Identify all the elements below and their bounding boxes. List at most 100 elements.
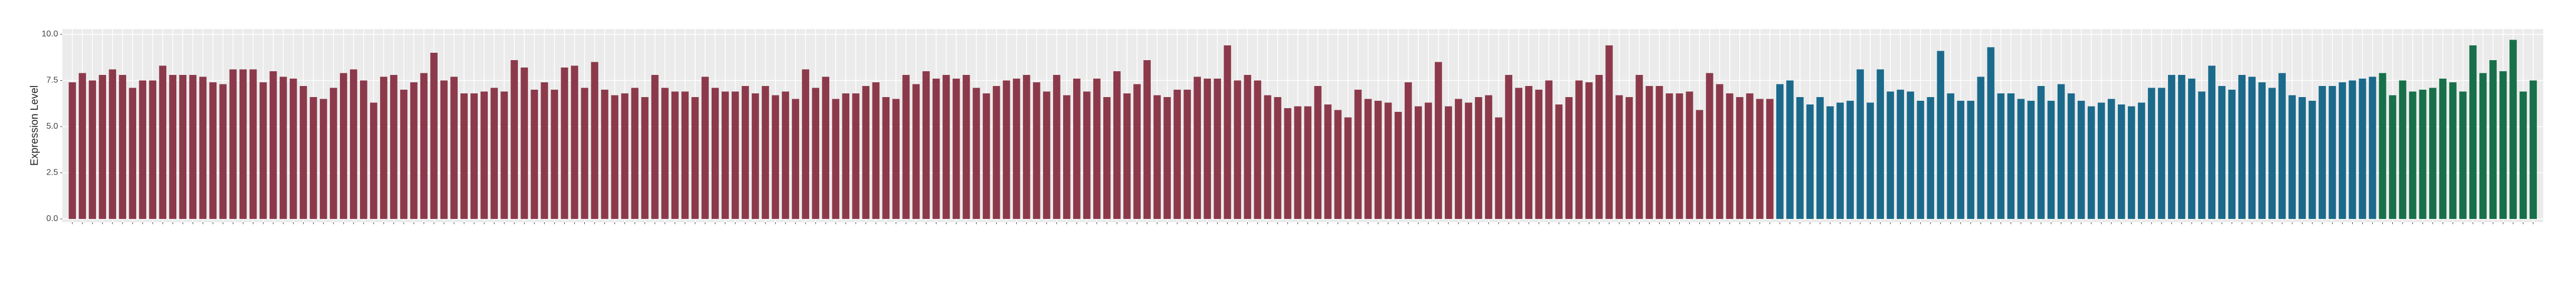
bar bbox=[1183, 90, 1191, 219]
bar bbox=[1595, 75, 1603, 219]
bar bbox=[531, 90, 538, 219]
bar bbox=[69, 82, 76, 219]
bar bbox=[2178, 75, 2185, 219]
bar bbox=[952, 79, 960, 219]
bar bbox=[541, 82, 548, 219]
bar bbox=[2148, 88, 2155, 219]
bar bbox=[962, 75, 970, 219]
bar bbox=[752, 93, 759, 219]
bar bbox=[932, 79, 940, 219]
bar bbox=[440, 80, 448, 219]
bar bbox=[79, 73, 86, 219]
bar bbox=[1927, 97, 1935, 219]
bar bbox=[1022, 75, 1030, 219]
bar bbox=[129, 88, 137, 219]
bar bbox=[772, 95, 779, 219]
bar bbox=[390, 75, 397, 219]
bar bbox=[380, 77, 387, 219]
bar bbox=[842, 93, 850, 219]
bar bbox=[2168, 75, 2175, 219]
bar bbox=[1575, 80, 1583, 219]
bar bbox=[631, 88, 639, 219]
bar bbox=[299, 86, 307, 219]
bar bbox=[551, 90, 558, 219]
bar bbox=[1324, 104, 1332, 219]
bar bbox=[219, 84, 227, 219]
bar bbox=[119, 75, 127, 219]
bar bbox=[2218, 86, 2225, 219]
bar bbox=[1012, 79, 1020, 219]
bar bbox=[1163, 97, 1171, 219]
bar bbox=[1585, 82, 1593, 219]
bar bbox=[349, 69, 357, 219]
bar bbox=[872, 82, 880, 219]
bar bbox=[1113, 71, 1121, 219]
bar bbox=[2469, 45, 2477, 219]
bar bbox=[641, 97, 649, 219]
bar bbox=[1806, 104, 1814, 219]
bar bbox=[289, 79, 297, 219]
bar bbox=[1505, 75, 1512, 219]
bar bbox=[2328, 86, 2336, 219]
bar bbox=[2530, 80, 2537, 219]
y-tick-label: 0.0 bbox=[46, 214, 58, 223]
bar bbox=[370, 102, 377, 219]
bar bbox=[1867, 102, 1874, 219]
bar bbox=[862, 86, 870, 219]
bar bbox=[1726, 93, 1734, 219]
bar bbox=[2268, 88, 2276, 219]
bar bbox=[480, 91, 488, 219]
bar bbox=[2288, 95, 2296, 219]
y-tick-label: 7.5 bbox=[46, 76, 58, 85]
bar bbox=[149, 80, 157, 219]
bar bbox=[2348, 80, 2356, 219]
bar bbox=[1615, 95, 1623, 219]
bar bbox=[209, 82, 217, 219]
bar bbox=[500, 91, 508, 219]
bar bbox=[601, 90, 609, 219]
bar bbox=[1314, 86, 1322, 219]
bar bbox=[1776, 84, 1784, 219]
bar bbox=[1224, 45, 1232, 219]
bar bbox=[822, 77, 830, 219]
bar bbox=[2087, 106, 2095, 219]
bar bbox=[1796, 97, 1804, 219]
bar bbox=[2389, 95, 2397, 219]
bar bbox=[792, 99, 799, 219]
bar bbox=[1846, 101, 1854, 219]
bar bbox=[1254, 80, 1262, 219]
bar bbox=[2127, 106, 2135, 219]
bar bbox=[992, 86, 1000, 219]
bar bbox=[1816, 97, 1824, 219]
bar bbox=[1645, 86, 1653, 219]
bar bbox=[892, 99, 900, 219]
bar bbox=[2318, 86, 2326, 219]
bar bbox=[1002, 80, 1010, 219]
bar bbox=[1153, 95, 1161, 219]
bar bbox=[1665, 93, 1673, 219]
bar bbox=[1033, 82, 1040, 219]
bar bbox=[1244, 75, 1252, 219]
bar bbox=[1475, 97, 1482, 219]
bar bbox=[852, 93, 860, 219]
bar bbox=[1043, 91, 1050, 219]
bar bbox=[309, 97, 317, 219]
bar bbox=[1194, 77, 1201, 219]
bar bbox=[1635, 75, 1643, 219]
bar bbox=[2520, 91, 2527, 219]
bar bbox=[1073, 79, 1081, 219]
bar bbox=[802, 69, 809, 219]
bar bbox=[2369, 77, 2376, 219]
bar bbox=[671, 91, 679, 219]
y-axis-label: Expression Level bbox=[29, 85, 40, 166]
bar bbox=[832, 99, 840, 219]
bar bbox=[169, 75, 177, 219]
bar bbox=[239, 69, 247, 219]
bar bbox=[1997, 93, 2005, 219]
bar bbox=[1736, 97, 1744, 219]
bar bbox=[1897, 90, 1905, 219]
bar bbox=[1786, 80, 1794, 219]
bar bbox=[882, 97, 890, 219]
bar bbox=[1555, 104, 1563, 219]
